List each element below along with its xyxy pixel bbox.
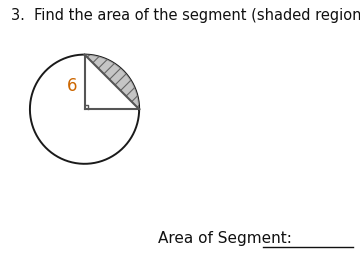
Polygon shape <box>85 55 139 109</box>
Text: 3.  Find the area of the segment (shaded region).: 3. Find the area of the segment (shaded … <box>11 8 360 23</box>
Text: Area of Segment:: Area of Segment: <box>158 231 292 246</box>
Text: 6: 6 <box>67 77 78 95</box>
